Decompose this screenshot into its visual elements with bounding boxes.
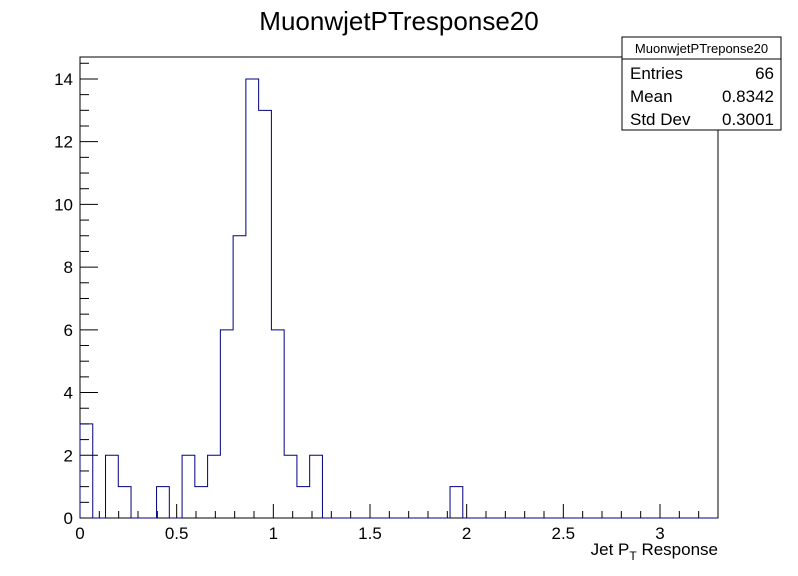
stats-box-title: MuonwjetPTreponse20: [635, 41, 768, 56]
histogram-bin: [80, 424, 93, 518]
histogram-bin: [271, 330, 284, 518]
histogram-bin: [220, 330, 233, 518]
x-tick-label: 2: [462, 524, 471, 543]
x-tick-label: 2.5: [552, 524, 576, 543]
histogram-bin: [118, 487, 131, 518]
histogram-bin: [208, 455, 221, 518]
histogram-bin: [195, 487, 208, 518]
histogram-bin: [284, 455, 297, 518]
stats-box-frame: [621, 36, 782, 131]
y-tick-label: 10: [54, 195, 73, 214]
stats-stddev-label: Std Dev: [630, 110, 691, 129]
histogram-bin: [297, 487, 310, 518]
x-tick-label: 0: [75, 524, 84, 543]
stats-mean-label: Mean: [630, 87, 673, 106]
stats-entries-label: Entries: [630, 64, 683, 83]
x-axis-label: Jet PT Response: [591, 540, 718, 563]
y-tick-label: 12: [54, 133, 73, 152]
x-tick-label: 1.5: [358, 524, 382, 543]
y-tick-label: 0: [64, 509, 73, 528]
x-axis-tick-labels: 0 0.5 1 1.5 2 2.5 3: [75, 524, 664, 543]
x-axis-label-subscript: T: [629, 549, 637, 563]
x-axis-label-suffix: Response: [637, 540, 718, 559]
histogram-bin: [157, 487, 170, 518]
y-tick-label: 8: [64, 258, 73, 277]
y-tick-label: 4: [64, 384, 73, 403]
y-tick-label: 6: [64, 321, 73, 340]
y-tick-label: 2: [64, 446, 73, 465]
histogram-bin: [246, 79, 259, 518]
histogram-bin: [106, 455, 119, 518]
x-axis-label-main: Jet P: [591, 540, 630, 559]
histogram-bin: [233, 236, 246, 518]
y-tick-label: 14: [54, 70, 73, 89]
stats-box: MuonwjetPTreponse20 Entries 66 Mean 0.83…: [621, 36, 782, 131]
y-axis-tick-labels: 0 2 4 6 8 10 12 14: [54, 70, 73, 528]
histogram-bin: [182, 455, 195, 518]
histogram-bin: [310, 455, 323, 518]
x-tick-label: 3: [655, 524, 664, 543]
stats-mean-value: 0.8342: [722, 87, 774, 106]
stats-entries-value: 66: [755, 64, 774, 83]
histogram-bin: [259, 110, 272, 518]
x-tick-label: 0.5: [165, 524, 189, 543]
chart-title: MuonwjetPTresponse20: [259, 6, 538, 36]
stats-stddev-value: 0.3001: [722, 110, 774, 129]
histogram-series: [79, 78, 718, 519]
histogram-bin: [450, 487, 463, 518]
x-tick-label: 1: [269, 524, 278, 543]
